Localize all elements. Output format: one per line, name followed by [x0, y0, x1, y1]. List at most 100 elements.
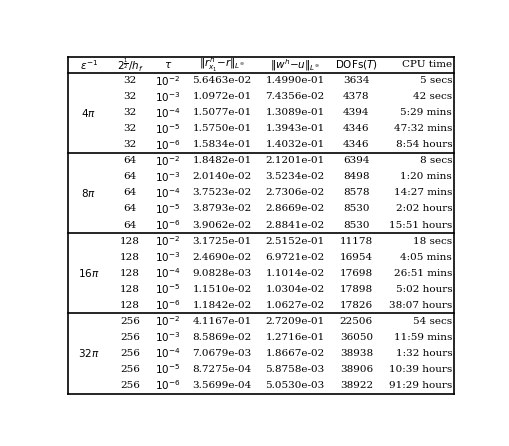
Text: 1.4990e-01: 1.4990e-01: [265, 76, 325, 85]
Text: 47:32 mins: 47:32 mins: [394, 124, 452, 133]
Text: 1.0627e-02: 1.0627e-02: [265, 301, 325, 310]
Text: 10:39 hours: 10:39 hours: [389, 365, 452, 374]
Text: 36050: 36050: [340, 333, 373, 342]
Text: 1.1014e-02: 1.1014e-02: [265, 268, 325, 278]
Text: 18 secs: 18 secs: [413, 236, 452, 246]
Text: 1.2716e-01: 1.2716e-01: [265, 333, 325, 342]
Text: 2.4690e-02: 2.4690e-02: [192, 252, 251, 262]
Text: 3.5699e-04: 3.5699e-04: [192, 381, 251, 390]
Text: 256: 256: [120, 349, 140, 358]
Text: 8530: 8530: [343, 220, 370, 230]
Text: $10^{-4}$: $10^{-4}$: [155, 186, 181, 200]
Text: 1.0304e-02: 1.0304e-02: [265, 285, 325, 294]
Text: 3.8793e-02: 3.8793e-02: [192, 204, 251, 214]
Text: 5:02 hours: 5:02 hours: [395, 285, 452, 294]
Text: 38922: 38922: [340, 381, 373, 390]
Text: $10^{-3}$: $10^{-3}$: [155, 330, 181, 344]
Text: 2.5152e-01: 2.5152e-01: [265, 236, 325, 246]
Text: 17826: 17826: [340, 301, 373, 310]
Text: 8.5869e-02: 8.5869e-02: [192, 333, 251, 342]
Text: $\|r^h_{x_1}{-}r\|_{L^\infty}$: $\|r^h_{x_1}{-}r\|_{L^\infty}$: [199, 56, 245, 74]
Text: 32: 32: [123, 124, 136, 133]
Text: 6.9721e-02: 6.9721e-02: [265, 252, 325, 262]
Text: $16\pi$: $16\pi$: [78, 267, 100, 279]
Text: $10^{-5}$: $10^{-5}$: [155, 363, 180, 376]
Text: 4378: 4378: [343, 92, 370, 101]
Text: 1:20 mins: 1:20 mins: [401, 173, 452, 182]
Text: 7.0679e-03: 7.0679e-03: [192, 349, 251, 358]
Text: 17898: 17898: [340, 285, 373, 294]
Text: 2.1201e-01: 2.1201e-01: [265, 157, 325, 165]
Text: $32\pi$: $32\pi$: [78, 347, 100, 359]
Text: $\|w^h{-}u\|_{L^\infty}$: $\|w^h{-}u\|_{L^\infty}$: [270, 57, 320, 73]
Text: 2.0140e-02: 2.0140e-02: [192, 173, 251, 182]
Text: 2.8669e-02: 2.8669e-02: [265, 204, 325, 214]
Text: 64: 64: [123, 173, 136, 182]
Text: 128: 128: [120, 268, 140, 278]
Text: 4:05 mins: 4:05 mins: [401, 252, 452, 262]
Text: 8.7275e-04: 8.7275e-04: [192, 365, 251, 374]
Text: $10^{-3}$: $10^{-3}$: [155, 170, 181, 184]
Text: 9.0828e-03: 9.0828e-03: [192, 268, 251, 278]
Text: 256: 256: [120, 317, 140, 326]
Text: 11:59 mins: 11:59 mins: [394, 333, 452, 342]
Text: 4.1167e-01: 4.1167e-01: [192, 317, 251, 326]
Text: 1.8482e-01: 1.8482e-01: [192, 157, 251, 165]
Text: 8498: 8498: [343, 173, 370, 182]
Text: $\varepsilon^{-1}$: $\varepsilon^{-1}$: [80, 58, 98, 72]
Text: 38938: 38938: [340, 349, 373, 358]
Text: 32: 32: [123, 92, 136, 101]
Text: 128: 128: [120, 285, 140, 294]
Text: 17698: 17698: [340, 268, 373, 278]
Text: $2^{\frac{1}{2}}/h_f$: $2^{\frac{1}{2}}/h_f$: [117, 56, 144, 74]
Text: 4394: 4394: [343, 108, 370, 117]
Text: 1:32 hours: 1:32 hours: [395, 349, 452, 358]
Text: 4346: 4346: [343, 124, 370, 133]
Text: CPU time: CPU time: [402, 60, 452, 69]
Text: $10^{-5}$: $10^{-5}$: [155, 122, 180, 136]
Text: 2.7209e-01: 2.7209e-01: [265, 317, 325, 326]
Text: $10^{-3}$: $10^{-3}$: [155, 250, 181, 264]
Text: $10^{-6}$: $10^{-6}$: [155, 218, 181, 232]
Text: $10^{-4}$: $10^{-4}$: [155, 106, 181, 120]
Text: 8 secs: 8 secs: [420, 157, 452, 165]
Text: 3.7523e-02: 3.7523e-02: [192, 189, 251, 198]
Text: 256: 256: [120, 333, 140, 342]
Text: 1.5834e-01: 1.5834e-01: [192, 140, 251, 149]
Text: 64: 64: [123, 189, 136, 198]
Text: 8578: 8578: [343, 189, 370, 198]
Text: 1.3943e-01: 1.3943e-01: [265, 124, 325, 133]
Text: 54 secs: 54 secs: [413, 317, 452, 326]
Text: 64: 64: [123, 157, 136, 165]
Text: 5:29 mins: 5:29 mins: [401, 108, 452, 117]
Text: 128: 128: [120, 236, 140, 246]
Text: 1.5077e-01: 1.5077e-01: [192, 108, 251, 117]
Text: 8530: 8530: [343, 204, 370, 214]
Text: 256: 256: [120, 381, 140, 390]
Text: $10^{-6}$: $10^{-6}$: [155, 298, 181, 312]
Text: $10^{-2}$: $10^{-2}$: [155, 154, 180, 168]
Text: 2.7306e-02: 2.7306e-02: [265, 189, 325, 198]
Text: 128: 128: [120, 252, 140, 262]
Text: 8:54 hours: 8:54 hours: [395, 140, 452, 149]
Text: 5.8758e-03: 5.8758e-03: [265, 365, 325, 374]
Text: 14:27 mins: 14:27 mins: [394, 189, 452, 198]
Text: 1.3089e-01: 1.3089e-01: [265, 108, 325, 117]
Text: 38:07 hours: 38:07 hours: [389, 301, 452, 310]
Text: 3.9062e-02: 3.9062e-02: [192, 220, 251, 230]
Text: 1.5750e-01: 1.5750e-01: [192, 124, 251, 133]
Text: 38906: 38906: [340, 365, 373, 374]
Text: 6394: 6394: [343, 157, 370, 165]
Text: 42 secs: 42 secs: [413, 92, 452, 101]
Text: 22506: 22506: [340, 317, 373, 326]
Text: 32: 32: [123, 76, 136, 85]
Text: 3634: 3634: [343, 76, 370, 85]
Text: 32: 32: [123, 140, 136, 149]
Text: 7.4356e-02: 7.4356e-02: [265, 92, 325, 101]
Text: 2.8841e-02: 2.8841e-02: [265, 220, 325, 230]
Text: $10^{-4}$: $10^{-4}$: [155, 347, 181, 360]
Text: 64: 64: [123, 220, 136, 230]
Text: 3.5234e-02: 3.5234e-02: [265, 173, 325, 182]
Text: 32: 32: [123, 108, 136, 117]
Text: $\mathrm{DOFs}(T)$: $\mathrm{DOFs}(T)$: [335, 58, 378, 71]
